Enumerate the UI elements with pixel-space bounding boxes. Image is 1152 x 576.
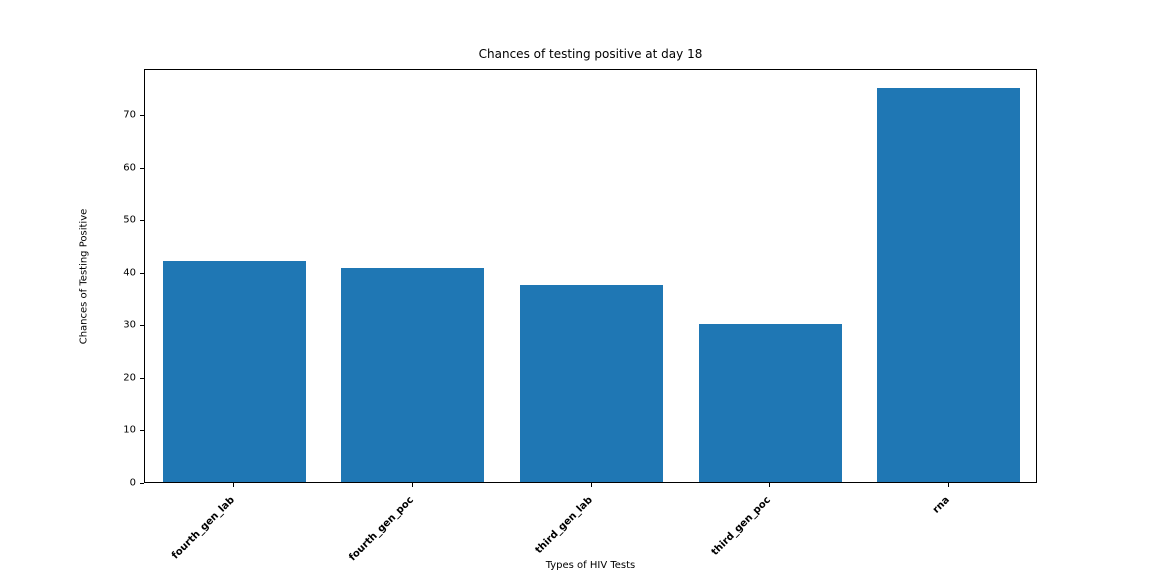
plot-area <box>144 69 1037 483</box>
ytick-label: 60 <box>106 162 136 173</box>
ytick-mark <box>140 168 144 169</box>
xtick-mark <box>948 483 949 487</box>
figure: Chances of testing positive at day 18 Ch… <box>0 0 1152 576</box>
bar <box>163 261 306 482</box>
ytick-mark <box>140 430 144 431</box>
xtick-mark <box>412 483 413 487</box>
ytick-mark <box>140 220 144 221</box>
xtick-mark <box>233 483 234 487</box>
ytick-mark <box>140 325 144 326</box>
ytick-label: 20 <box>106 372 136 383</box>
ytick-label: 40 <box>106 267 136 278</box>
ytick-label: 50 <box>106 215 136 226</box>
ytick-label: 0 <box>106 478 136 489</box>
xtick-mark <box>591 483 592 487</box>
ytick-mark <box>140 378 144 379</box>
bar <box>341 268 484 482</box>
chart-title: Chances of testing positive at day 18 <box>144 47 1037 61</box>
ytick-label: 70 <box>106 110 136 121</box>
bar <box>699 324 842 482</box>
ytick-mark <box>140 273 144 274</box>
xtick-mark <box>769 483 770 487</box>
ytick-mark <box>140 483 144 484</box>
ytick-label: 10 <box>106 425 136 436</box>
bar <box>877 88 1020 482</box>
ytick-label: 30 <box>106 320 136 331</box>
bar <box>520 285 663 482</box>
x-axis-label: Types of HIV Tests <box>144 560 1037 571</box>
y-axis-label: Chances of Testing Positive <box>79 70 90 484</box>
ytick-mark <box>140 115 144 116</box>
